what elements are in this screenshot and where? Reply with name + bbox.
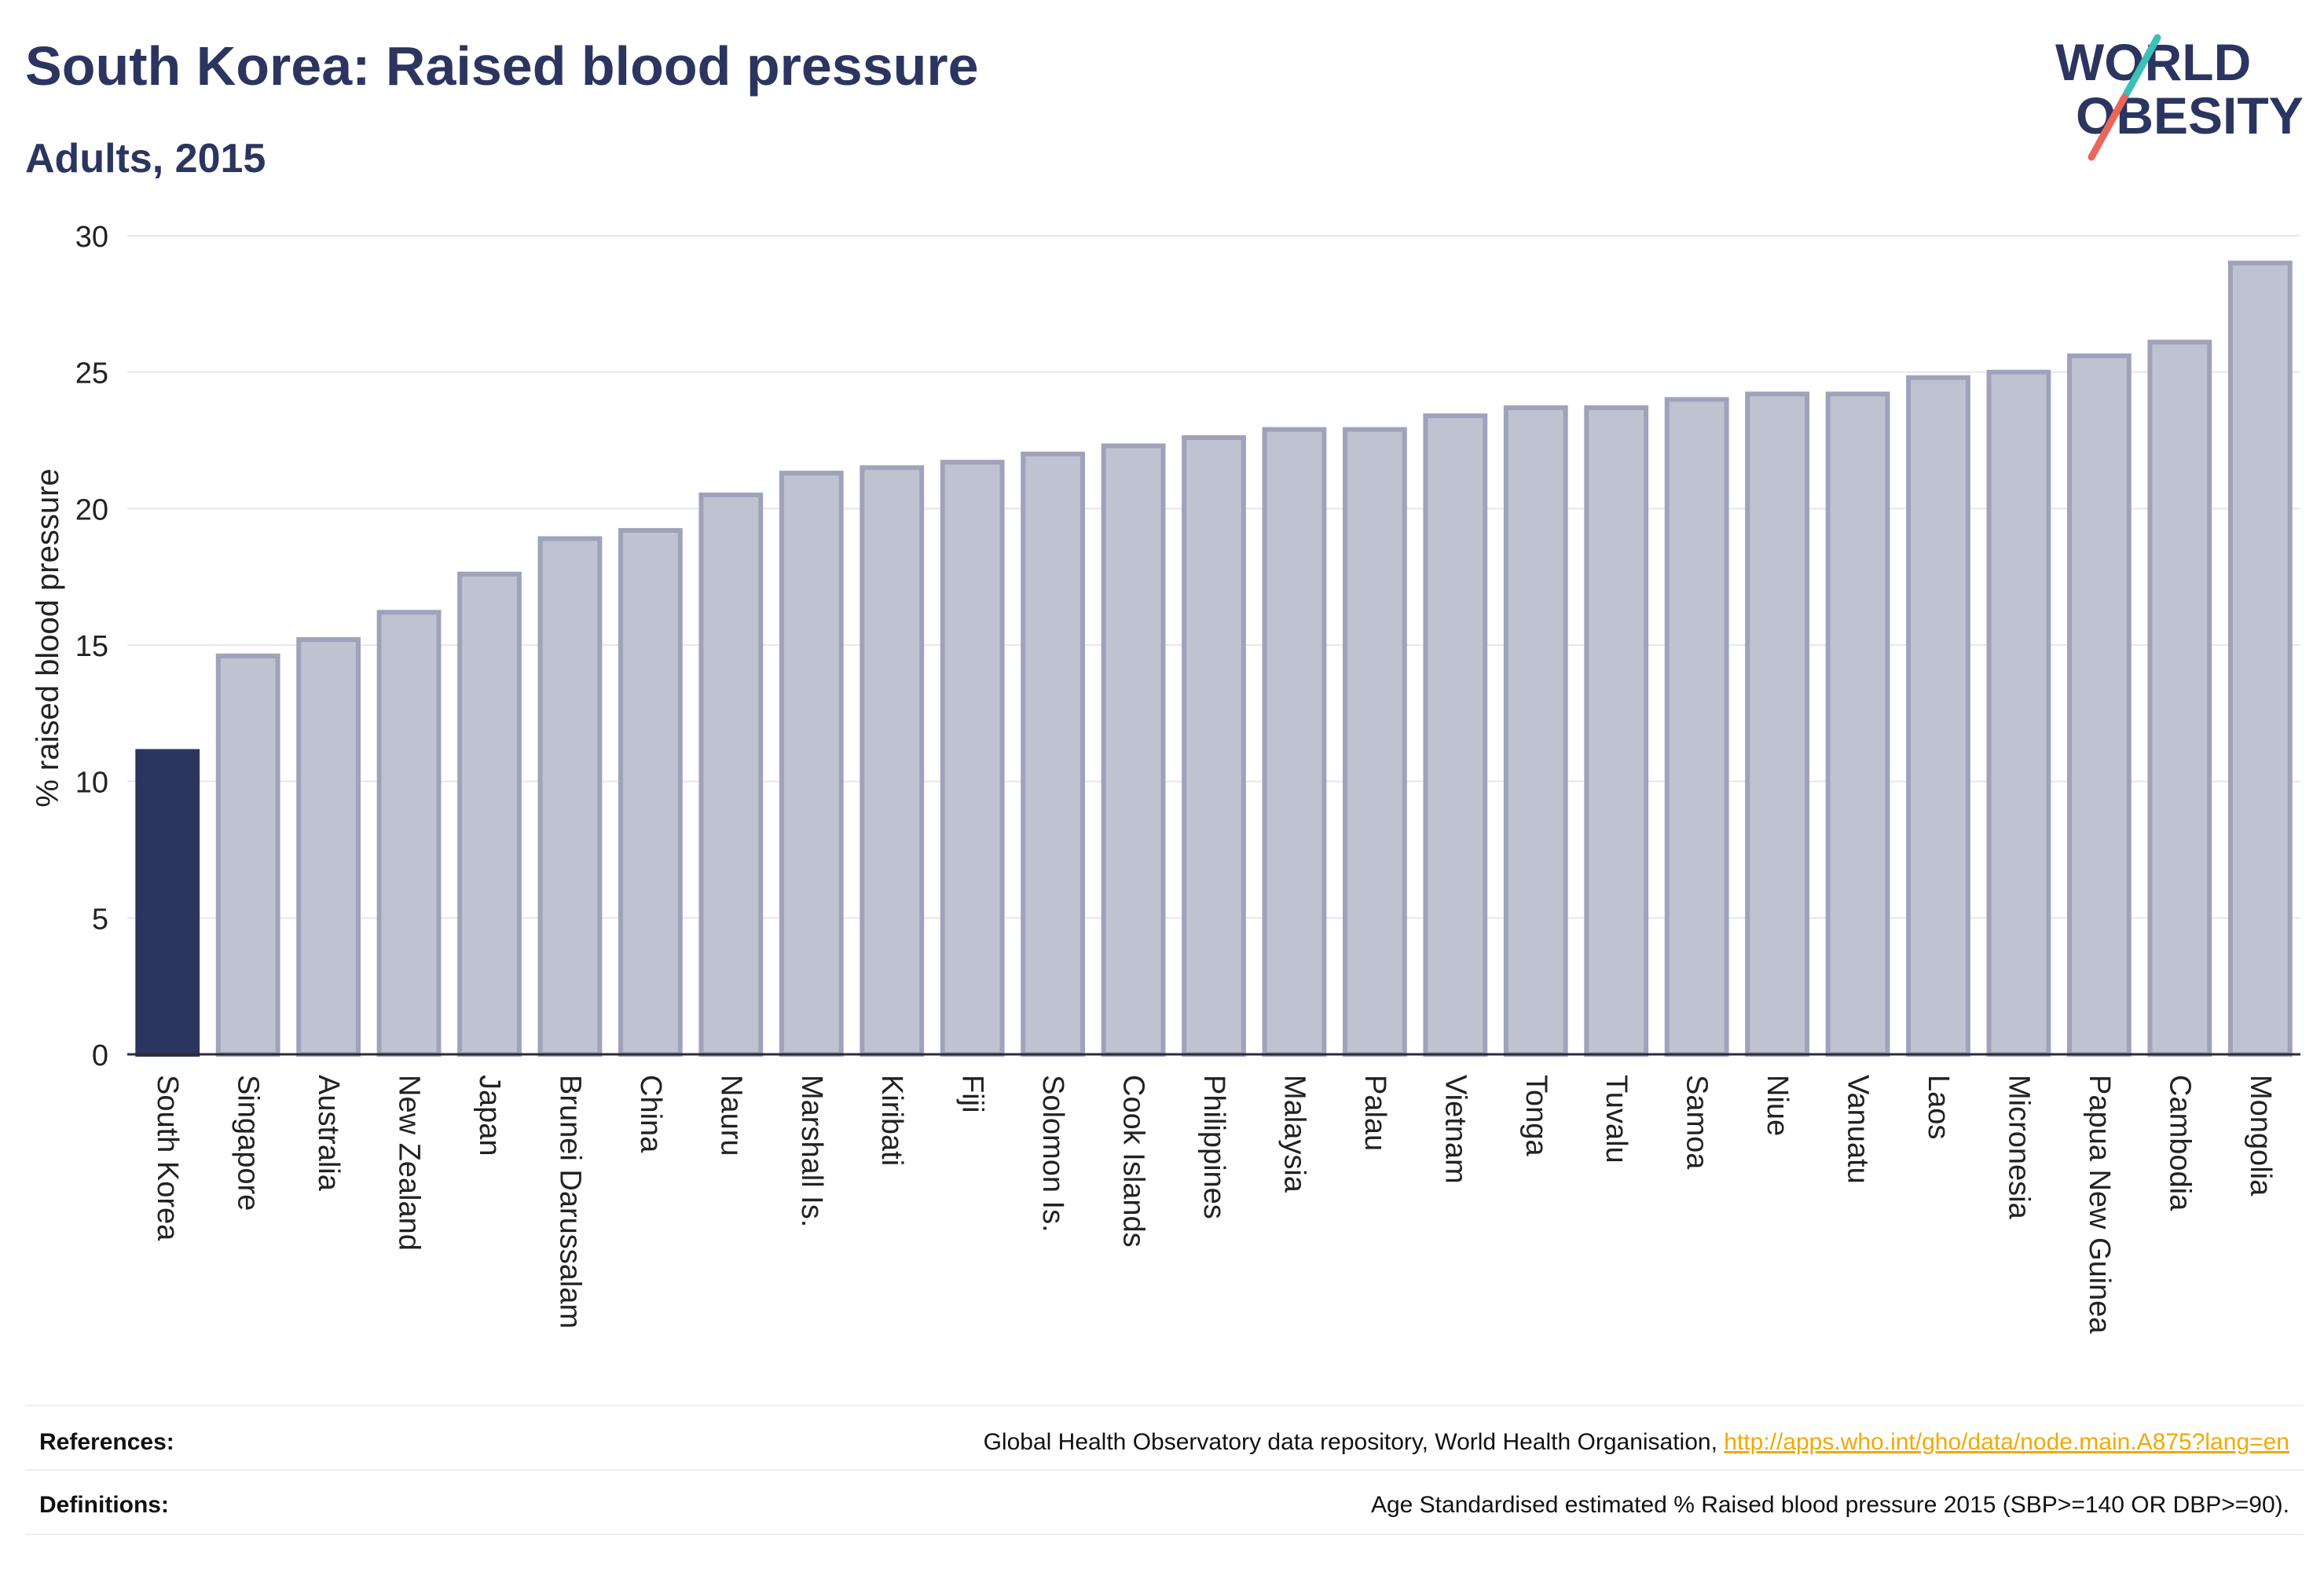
x-tick-label: Singapore bbox=[232, 1075, 265, 1211]
x-tick-label: Japan bbox=[473, 1075, 506, 1156]
y-tick-label: 5 bbox=[92, 903, 108, 936]
x-tick-label: Niue bbox=[1761, 1075, 1794, 1136]
bar-new-zealand bbox=[376, 610, 442, 1057]
x-tick-label: Micronesia bbox=[2002, 1075, 2035, 1220]
bar-kiribati bbox=[860, 465, 925, 1057]
y-tick-label: 25 bbox=[75, 357, 108, 390]
bar-vanuatu bbox=[1825, 391, 1890, 1057]
x-tick-label: Cook Islands bbox=[1117, 1075, 1150, 1248]
x-tick-label: Australia bbox=[312, 1075, 345, 1192]
y-tick-label: 10 bbox=[75, 767, 108, 800]
bar-samoa bbox=[1664, 397, 1729, 1057]
y-tick-label: 15 bbox=[75, 630, 108, 663]
x-tick-label: Nauru bbox=[714, 1075, 747, 1156]
y-axis-label: % raised blood pressure bbox=[31, 468, 65, 807]
bar-malaysia bbox=[1262, 427, 1327, 1057]
x-tick-label: Brunei Darussalam bbox=[553, 1075, 586, 1329]
references-row: References: Global Health Observatory da… bbox=[25, 1411, 2304, 1474]
bar-cook-islands bbox=[1101, 443, 1166, 1057]
bar-tonga bbox=[1503, 405, 1568, 1057]
bar-nauru bbox=[698, 492, 764, 1057]
bar-niue bbox=[1745, 391, 1810, 1057]
x-tick-label: China bbox=[634, 1075, 667, 1153]
footer-separator bbox=[25, 1469, 2304, 1471]
definitions-row: Definitions: Age Standardised estimated … bbox=[25, 1474, 2304, 1537]
x-tick-label: New Zealand bbox=[393, 1075, 426, 1251]
bar-marshall-is bbox=[779, 471, 844, 1057]
x-tick-label: Marshall Is. bbox=[795, 1075, 828, 1227]
bars bbox=[135, 260, 2293, 1057]
bar-japan bbox=[457, 571, 522, 1057]
references-link[interactable]: http://apps.who.int/gho/data/node.main.A… bbox=[1724, 1429, 2289, 1455]
x-tick-label: Fiji bbox=[956, 1075, 989, 1113]
bar-vietnam bbox=[1423, 413, 1488, 1057]
bar-fiji bbox=[940, 460, 1005, 1057]
bar-south-korea bbox=[135, 749, 200, 1057]
bar-singapore bbox=[215, 653, 280, 1057]
x-tick-label: Philippines bbox=[1197, 1075, 1230, 1219]
bar-tuvalu bbox=[1584, 405, 1649, 1057]
x-tick-label: Tuvalu bbox=[1600, 1075, 1633, 1164]
chart-title: South Korea: Raised blood pressure bbox=[25, 35, 979, 97]
x-tick-label: Malaysia bbox=[1277, 1075, 1310, 1193]
x-tick-label: Solomon Is. bbox=[1036, 1075, 1069, 1233]
definitions-text: Age Standardised estimated % Raised bloo… bbox=[1370, 1492, 2289, 1518]
references-label: References: bbox=[39, 1429, 174, 1455]
y-tick-label: 0 bbox=[92, 1039, 108, 1072]
bar-china bbox=[618, 528, 683, 1057]
bar-laos bbox=[1906, 375, 1970, 1057]
x-tick-label: Papua New Guinea bbox=[2083, 1075, 2116, 1334]
world-obesity-logo: WORLD OBESITY bbox=[2055, 33, 2304, 161]
x-tick-label: South Korea bbox=[151, 1075, 184, 1241]
x-tick-label: Vanuatu bbox=[1842, 1075, 1875, 1184]
y-tick-label: 30 bbox=[75, 221, 108, 254]
bar-chart: 0 5 10 15 20 25 30 South Korea Singapore Australi… bbox=[31, 221, 2300, 1334]
bar-mongolia bbox=[2227, 260, 2293, 1057]
bar-palau bbox=[1342, 427, 1407, 1057]
x-tick-label: Samoa bbox=[1681, 1075, 1714, 1170]
bar-philippines bbox=[1182, 435, 1246, 1057]
bar-cambodia bbox=[2147, 339, 2212, 1057]
x-tick-label: Cambodia bbox=[2163, 1075, 2196, 1211]
axes: 0 5 10 15 20 25 30 South Korea Singapore Australi… bbox=[75, 221, 2300, 1334]
footer-separator bbox=[25, 1534, 2304, 1535]
bar-brunei-darussalam bbox=[537, 536, 603, 1057]
x-tick-label: Tonga bbox=[1519, 1075, 1552, 1156]
logo-slash-red bbox=[2088, 93, 2128, 161]
definitions-label: Definitions: bbox=[39, 1492, 169, 1518]
bar-papua-new-guinea bbox=[2066, 353, 2132, 1057]
logo-slash-teal bbox=[2121, 34, 2161, 101]
bar-australia bbox=[296, 637, 361, 1057]
references-text: Global Health Observatory data repositor… bbox=[983, 1429, 2289, 1455]
bar-solomon-is bbox=[1021, 451, 1086, 1057]
y-tick-label: 20 bbox=[75, 493, 108, 526]
footer-separator bbox=[25, 1405, 2304, 1406]
bar-micronesia bbox=[1986, 369, 2051, 1057]
x-tick-label: Mongolia bbox=[2244, 1075, 2277, 1197]
x-tick-label: Vietnam bbox=[1439, 1075, 1472, 1184]
chart-subtitle: Adults, 2015 bbox=[25, 136, 266, 181]
x-tick-label: Palau bbox=[1358, 1075, 1391, 1151]
x-tick-label: Kiribati bbox=[875, 1075, 908, 1166]
x-tick-label: Laos bbox=[1922, 1075, 1955, 1139]
